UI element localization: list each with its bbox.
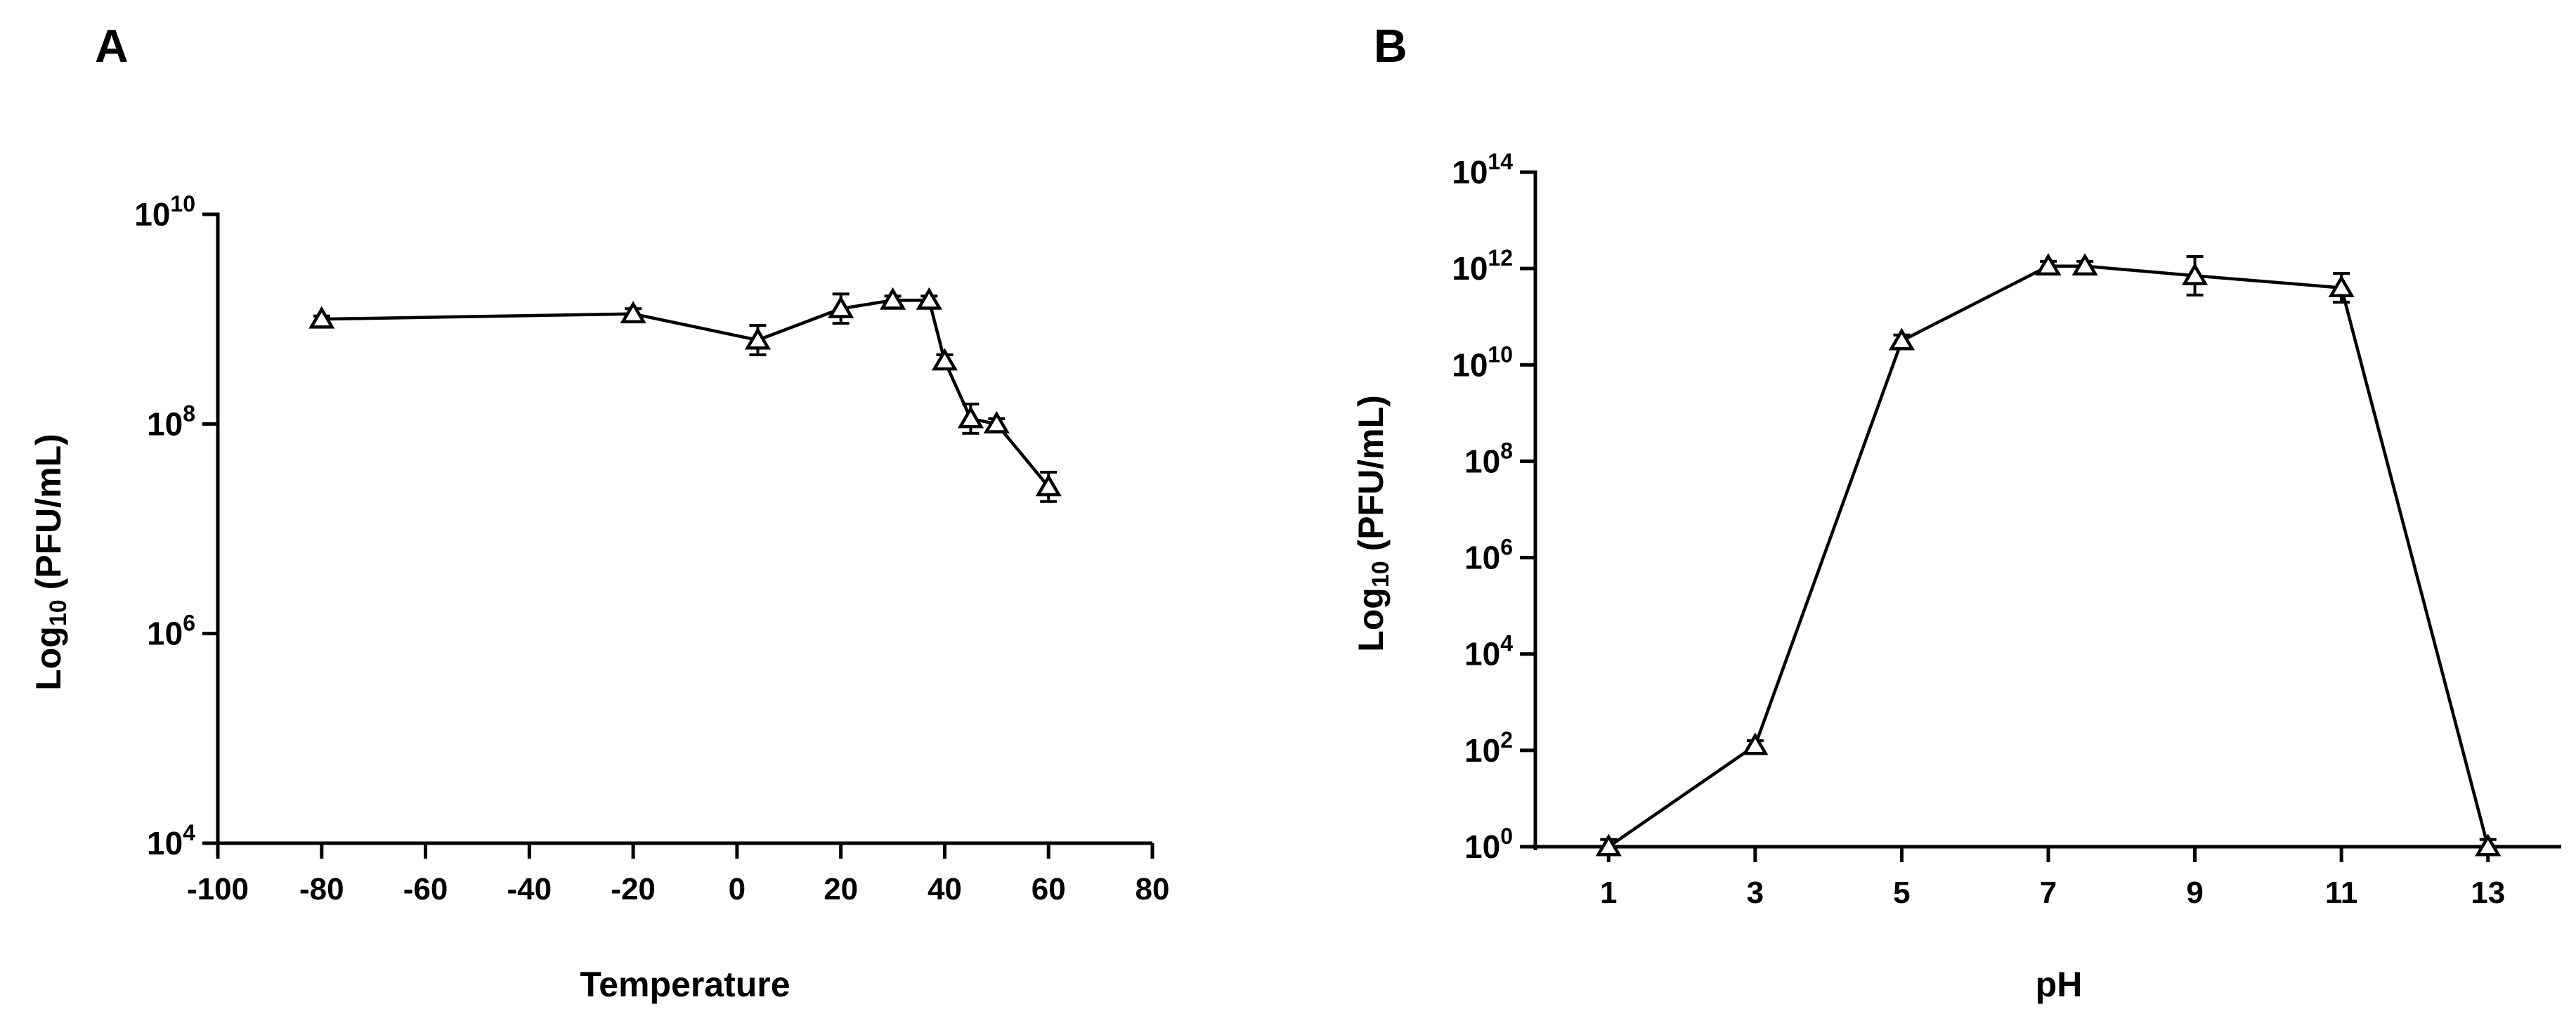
x-tick-label-b: 1 [1600,876,1617,910]
data-point-a [744,327,772,350]
x-axis-label-a: Temperature [580,965,790,1004]
x-tick-label-a: 60 [1032,872,1066,906]
panel-b-series [1595,253,2502,857]
y-axis-label-b: Log10 (PFU/mL) [1351,395,1394,652]
y-tick-label-b: 108 [1464,438,1513,479]
data-point-a [879,287,906,310]
data-point-a [620,301,646,324]
data-point-b [1595,833,1622,857]
series-line-a [321,299,1050,488]
data-point-b [1888,327,1915,351]
y-axis-label-a: Log10 (PFU/mL) [29,434,72,691]
data-point-a [1035,474,1062,497]
x-tick-label-b: 5 [1893,876,1910,910]
x-tick-label-b: 13 [2471,876,2505,910]
x-tick-label-a: 20 [824,872,858,906]
x-tick-label-b: 7 [2040,876,2057,910]
data-point-a [308,306,335,329]
data-point-b [2181,262,2209,285]
x-tick-label-a: 40 [928,872,962,906]
data-point-a [931,348,958,371]
y-tick-label-b: 106 [1464,535,1513,576]
y-axis-label-a-sub: 10 [45,599,72,626]
x-tick-label-a: -60 [403,872,448,906]
y-tick-label-a: 1010 [134,191,195,233]
x-tick-label-a: -80 [299,872,344,906]
y-axis-label-b-main: Log [1351,587,1391,652]
panel-a: A -100 -80 -60 -40 -20 0 20 40 60 801041061081010… [29,20,1169,1004]
data-point-b [1742,732,1769,755]
y-tick-label-b: 1010 [1452,341,1513,383]
y-axis-label-a-main: Log [29,626,68,691]
x-axis-label-b: pH [2036,965,2083,1004]
panel-a-series [308,287,1062,503]
x-tick-label-a: -40 [507,872,552,906]
data-point-b [2035,253,2062,276]
data-point-a [828,295,854,318]
y-tick-label-b: 102 [1464,727,1513,769]
x-tick-label-a: -100 [187,872,249,906]
x-tick-label-b: 3 [1747,876,1764,910]
panel-a-axes: -100 -80 -60 -40 -20 0 20 40 60 80 104 106 108 1010 [134,191,1169,906]
x-tick-label-a: 0 [729,872,746,906]
y-tick-label-b: 1014 [1452,149,1513,190]
panel-label-b: B [1374,20,1407,72]
data-point-a [916,287,942,310]
data-point-b [2475,833,2502,857]
data-point-a [957,405,984,429]
data-point-b [2328,275,2355,298]
y-tick-label-a: 108 [147,401,195,442]
series-line-b [1608,264,2490,848]
x-tick-label-a: 80 [1136,872,1170,906]
data-point-b [2071,253,2098,276]
y-axis-label-a-rest: (PFU/mL) [29,434,68,599]
x-tick-label-b: 11 [2325,876,2358,910]
panel-label-a: A [95,20,129,72]
y-tick-label-a: 104 [147,820,195,861]
y-axis-label-b-sub: 10 [1367,561,1394,587]
y-tick-label-b: 104 [1464,631,1513,672]
y-tick-label-b: 1012 [1452,245,1513,287]
data-point-a [983,410,1010,434]
x-tick-label-b: 9 [2186,876,2203,910]
y-tick-label-b: 100 [1464,824,1513,865]
y-tick-label-a: 106 [147,611,195,652]
x-tick-label-a: -20 [611,872,656,906]
y-axis-label-b-rest: (PFU/mL) [1351,395,1391,561]
